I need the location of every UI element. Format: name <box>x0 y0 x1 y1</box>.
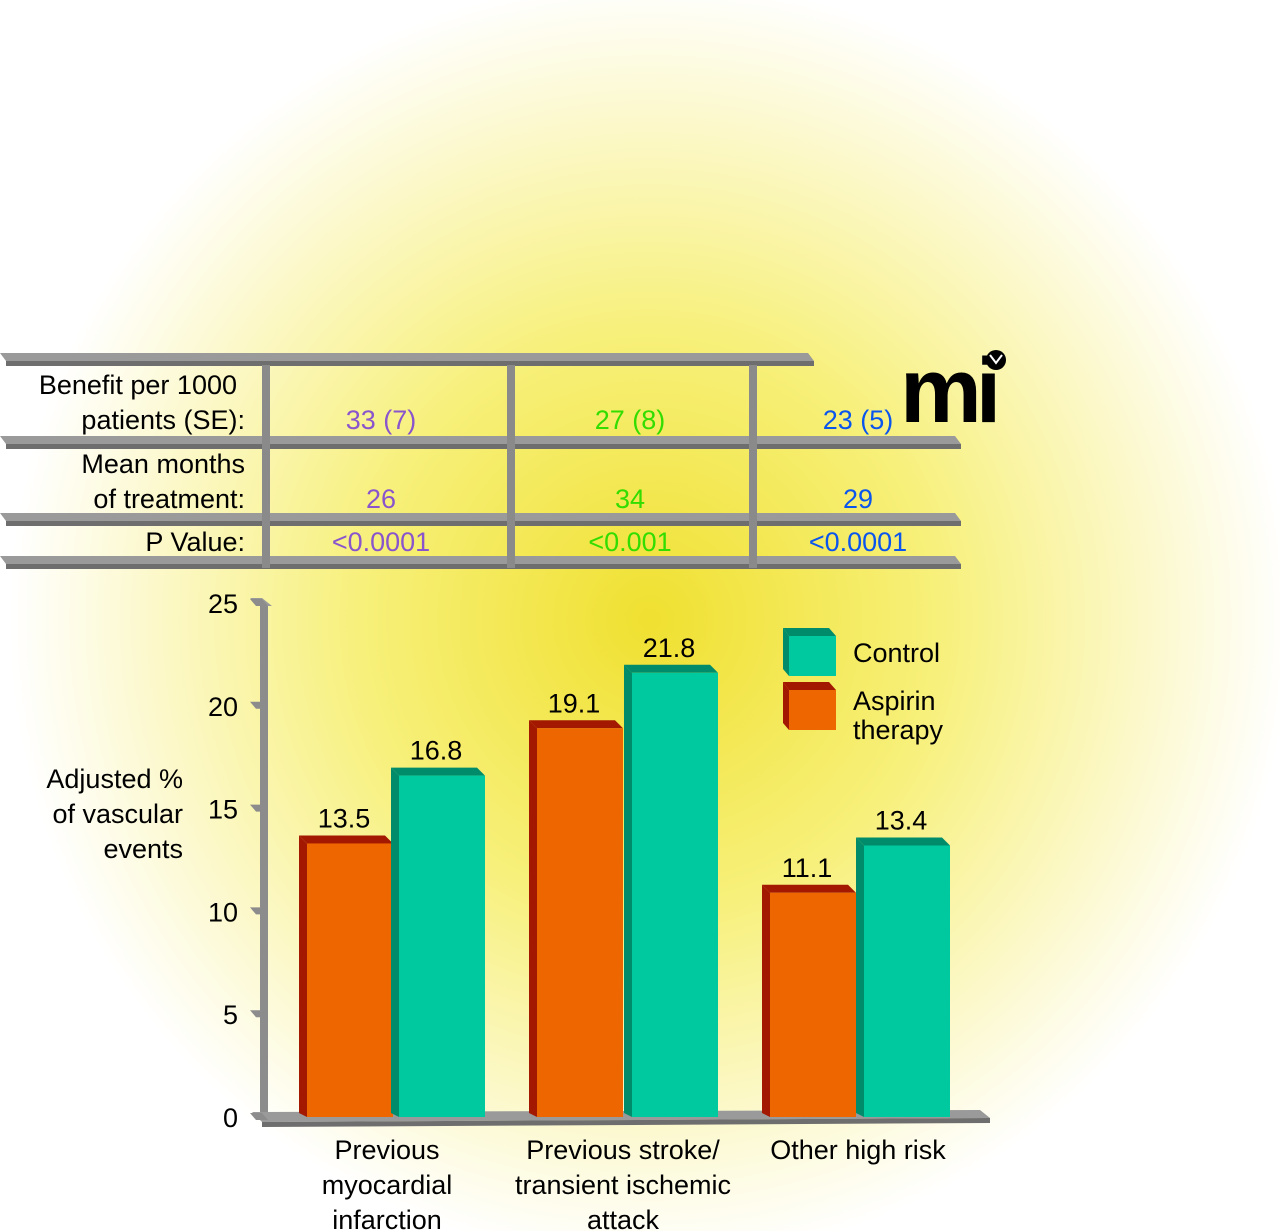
y-tick-mark <box>250 804 268 812</box>
table-shelf <box>0 353 814 361</box>
table-shelf-edge <box>6 361 814 366</box>
y-axis-label: of vascular <box>52 799 183 829</box>
legend-item-control: Control <box>783 628 940 676</box>
bar-side <box>299 835 307 1117</box>
legend-label: Control <box>853 638 940 668</box>
bar-control-1 <box>624 664 718 1117</box>
table-post <box>749 365 757 568</box>
row-label: of treatment: <box>93 484 245 514</box>
table-cell: <0.0001 <box>332 527 430 557</box>
table: Benefit per 1000 patients (SE): Mean month… <box>39 370 907 557</box>
legend-label: therapy <box>853 715 944 745</box>
y-tick-mark <box>250 701 268 709</box>
bar-side <box>529 720 537 1117</box>
legend-swatch-side <box>783 628 789 676</box>
table-shelf <box>0 556 961 564</box>
bar-top <box>624 664 718 673</box>
y-tick-label: 0 <box>223 1103 238 1133</box>
row-label: Benefit per 1000 <box>39 370 237 400</box>
row-label: patients (SE): <box>81 405 245 435</box>
data-label: 13.4 <box>875 805 928 835</box>
bar <box>864 845 950 1117</box>
y-tick-mark <box>250 599 268 606</box>
x-axis-edge <box>262 1118 990 1127</box>
bar-top <box>299 835 393 844</box>
plot-area: 0 5 10 15 20 25 Adjusted % of vascular events 13.… <box>46 589 990 1231</box>
bar-control-0 <box>391 767 485 1117</box>
bar <box>537 728 623 1117</box>
table-shelf-edge <box>6 444 961 449</box>
bar-aspirin-therapy-0 <box>299 835 393 1117</box>
legend-swatch-top <box>783 682 836 690</box>
bar-side <box>856 837 864 1117</box>
bar-side <box>391 767 399 1117</box>
bar <box>632 672 718 1117</box>
y-axis-label: Adjusted % <box>46 764 183 794</box>
data-label: 11.1 <box>782 853 833 883</box>
data-label: 19.1 <box>548 688 601 718</box>
table-cell: 29 <box>843 484 873 514</box>
legend-label: Aspirin <box>853 686 936 716</box>
table-cell: <0.001 <box>588 527 671 557</box>
x-tick-label: Previous stroke/ <box>526 1135 720 1165</box>
bar-top <box>529 720 623 729</box>
mi-logo: mi <box>900 340 1006 442</box>
table-cell: 23 (5) <box>823 405 894 435</box>
x-tick-label: transient ischemic <box>515 1170 731 1200</box>
bar <box>307 843 393 1117</box>
data-label: 16.8 <box>410 736 463 766</box>
x-tick-label: myocardial <box>322 1170 453 1200</box>
table-shelf-edge <box>6 564 961 569</box>
bar-top <box>391 767 485 776</box>
table-post <box>507 365 515 568</box>
bar-aspirin-therapy-1 <box>529 720 623 1117</box>
y-tick-mark <box>250 1010 268 1018</box>
x-tick-label: infarction <box>332 1205 442 1231</box>
bar-control-2 <box>856 837 950 1117</box>
logo-text: mi <box>900 340 996 442</box>
y-tick-mark <box>250 1113 268 1120</box>
legend-swatch <box>789 690 836 730</box>
y-axis <box>260 603 268 1120</box>
table-cell: 33 (7) <box>346 405 417 435</box>
table-shelf <box>0 513 961 521</box>
table-cell: 26 <box>366 484 396 514</box>
data-label: 13.5 <box>318 803 371 833</box>
table-cell: 27 (8) <box>595 405 666 435</box>
bar <box>770 892 856 1117</box>
y-tick-label: 25 <box>208 589 238 619</box>
table-cell: 34 <box>615 484 645 514</box>
bar-side <box>762 884 770 1117</box>
legend-swatch-side <box>783 682 789 730</box>
table-post <box>262 365 270 568</box>
y-tick-mark <box>250 907 268 915</box>
bar-aspirin-therapy-2 <box>762 884 856 1117</box>
legend-swatch <box>789 636 836 676</box>
x-tick-label: Other high risk <box>770 1135 946 1165</box>
legend-swatch-top <box>783 628 836 636</box>
table-cell: <0.0001 <box>809 527 907 557</box>
table-grid <box>0 353 961 569</box>
row-label: P Value: <box>145 527 245 557</box>
bar-top <box>762 884 856 893</box>
data-label: 21.8 <box>643 633 696 663</box>
x-tick-label: attack <box>587 1205 660 1231</box>
bar-top <box>856 837 950 846</box>
table-shelf <box>0 436 961 444</box>
y-tick-label: 10 <box>208 897 238 927</box>
table-shelf-edge <box>6 521 961 526</box>
bar-side <box>624 664 632 1117</box>
y-tick-label: 20 <box>208 692 238 722</box>
bar <box>399 775 485 1117</box>
y-axis-label: events <box>103 834 183 864</box>
x-tick-label: Previous <box>334 1135 439 1165</box>
y-tick-label: 15 <box>208 795 238 825</box>
y-tick-label: 5 <box>223 1000 238 1030</box>
row-label: Mean months <box>81 449 245 479</box>
